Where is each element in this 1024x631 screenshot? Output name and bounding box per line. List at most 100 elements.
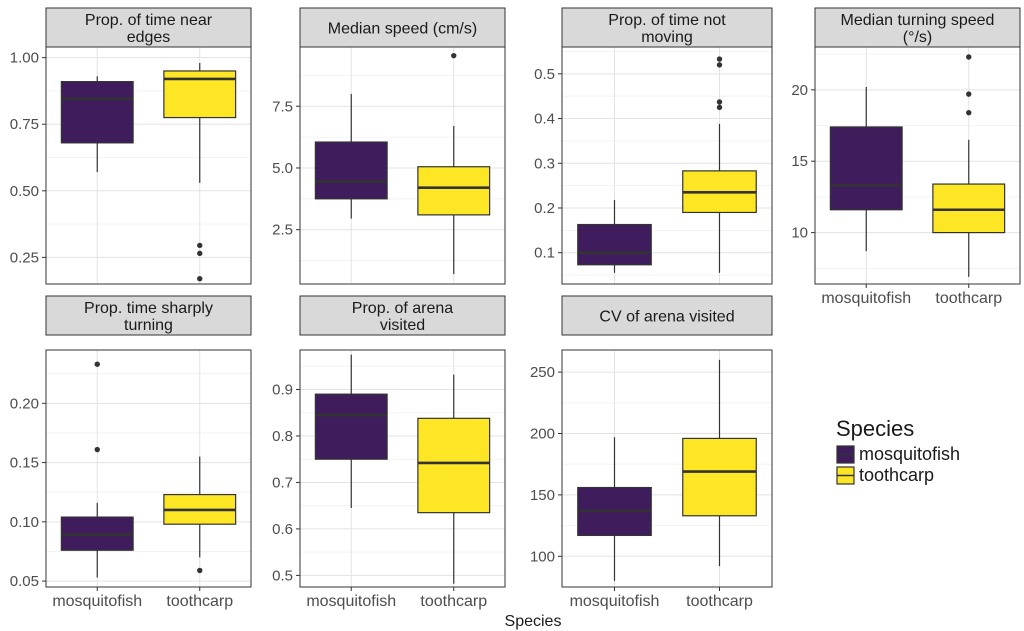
outlier-point xyxy=(94,361,100,367)
iqr-box xyxy=(577,223,652,266)
outlier-point xyxy=(716,56,723,62)
box-mosquitofish xyxy=(829,86,903,252)
panel-border xyxy=(561,46,773,285)
legend-label: toothcarp xyxy=(859,465,934,485)
facet-strip xyxy=(814,7,1021,48)
y-tick-label: 0.4 xyxy=(534,111,555,128)
box-toothcarp xyxy=(417,374,491,584)
facet-strip xyxy=(561,7,773,48)
outlier-point xyxy=(451,52,457,59)
box-mosquitofish xyxy=(60,76,134,173)
box-mosquitofish xyxy=(60,361,134,578)
y-tick-label: 0.05 xyxy=(10,573,39,590)
panel-border xyxy=(45,46,252,285)
x-axis-title: Species xyxy=(505,613,562,630)
y-tick-label: 250 xyxy=(530,364,555,381)
y-tick-label: 20 xyxy=(791,82,808,99)
panel-border xyxy=(299,349,506,588)
iqr-box xyxy=(314,141,388,200)
facet-panel: Prop. of time not moving 0.1 0.2 0.3 0.4 0.5 xyxy=(534,7,773,285)
iqr-box xyxy=(932,183,1006,234)
outlier-point xyxy=(966,109,972,116)
box-mosquitofish xyxy=(577,437,652,581)
outlier-point xyxy=(94,446,100,453)
outlier-point xyxy=(197,242,203,249)
y-tick-label: 0.1 xyxy=(534,245,555,262)
y-tick-label: 100 xyxy=(530,548,555,565)
box-toothcarp xyxy=(682,56,757,273)
box-toothcarp xyxy=(417,52,491,275)
box-toothcarp xyxy=(163,456,237,574)
y-tick-label: 0.10 xyxy=(10,514,39,531)
iqr-box xyxy=(417,166,491,216)
x-tick-label: toothcarp xyxy=(935,290,1002,307)
box-toothcarp xyxy=(932,54,1006,277)
iqr-box xyxy=(314,393,388,460)
legend-item: toothcarp xyxy=(836,465,934,485)
facet-title: Prop. of arena visited xyxy=(352,300,454,334)
x-tick-label: toothcarp xyxy=(166,593,233,610)
facet-title: Median speed (cm/s) xyxy=(328,21,477,38)
box-mosquitofish xyxy=(577,199,652,273)
x-tick-label: toothcarp xyxy=(420,593,487,610)
facet-strip xyxy=(45,295,252,336)
legend-item: mosquitofish xyxy=(836,444,960,464)
y-tick-label: 0.7 xyxy=(272,474,293,491)
legend-label: mosquitofish xyxy=(859,444,960,464)
facet-strip xyxy=(299,295,506,336)
facet-title: Median turning speed (°/s) xyxy=(841,12,995,46)
panel-border xyxy=(45,349,252,588)
y-tick-label: 15 xyxy=(791,153,808,170)
y-tick-label: 0.5 xyxy=(534,66,555,83)
box-mosquitofish xyxy=(314,354,388,508)
panel-border xyxy=(814,46,1021,285)
outlier-point xyxy=(716,99,723,105)
panel-border xyxy=(561,349,773,588)
iqr-box xyxy=(417,417,491,514)
panel-border xyxy=(299,46,506,285)
outlier-point xyxy=(966,91,972,97)
iqr-box xyxy=(682,437,757,517)
box-toothcarp xyxy=(682,359,757,567)
y-tick-label: 5.0 xyxy=(272,160,293,177)
facet-panel: Median turning speed (°/s) 10 15 20 mosquitof… xyxy=(791,7,1021,307)
iqr-box xyxy=(60,81,134,144)
y-tick-label: 10 xyxy=(791,225,808,242)
y-tick-label: 0.25 xyxy=(10,249,39,266)
y-tick-label: 1.00 xyxy=(10,50,39,67)
x-tick-label: mosquitofish xyxy=(306,593,396,610)
facet-title: CV of arena visited xyxy=(599,309,734,326)
facet-title: Prop. time sharply turning xyxy=(84,300,213,334)
facet-panel: Prop. of arena visited 0.5 0.6 0.7 0.8 0.9 mosq… xyxy=(272,295,506,610)
y-tick-label: 2.5 xyxy=(272,222,293,239)
x-tick-label: mosquitofish xyxy=(52,593,142,610)
y-tick-label: 0.75 xyxy=(10,116,39,133)
outlier-point xyxy=(197,275,203,282)
facet-strip xyxy=(45,7,252,48)
y-tick-label: 0.50 xyxy=(10,183,39,200)
facet-panel: Prop. of time near edges 0.25 0.50 0.75 1.00 xyxy=(10,7,252,285)
facet-panel: CV of arena visited 100 150 200 250 mosquitof… xyxy=(530,295,773,610)
y-tick-label: 0.5 xyxy=(272,567,293,584)
box-toothcarp xyxy=(163,62,237,282)
outlier-point xyxy=(966,54,972,60)
legend-title: Species xyxy=(836,416,914,441)
facet-panel: Prop. time sharply turning 0.05 0.10 0.15 0.2… xyxy=(10,295,252,610)
y-tick-label: 0.20 xyxy=(10,395,39,412)
outlier-point xyxy=(197,250,203,257)
x-tick-label: mosquitofish xyxy=(821,290,911,307)
facet-title: Prop. of time not moving xyxy=(608,12,726,46)
y-tick-label: 0.8 xyxy=(272,428,293,445)
facet-panel: Median speed (cm/s) 2.5 5.0 7.5 xyxy=(272,7,506,285)
iqr-box xyxy=(829,126,903,211)
box-mosquitofish xyxy=(314,93,388,219)
y-tick-label: 0.15 xyxy=(10,455,39,472)
y-tick-label: 0.3 xyxy=(534,155,555,172)
x-tick-label: toothcarp xyxy=(686,593,753,610)
y-tick-label: 0.6 xyxy=(272,521,293,538)
facet-panels: Prop. of time near edges 0.25 0.50 0.75 1.00 M… xyxy=(10,7,1021,610)
y-tick-label: 150 xyxy=(530,487,555,504)
